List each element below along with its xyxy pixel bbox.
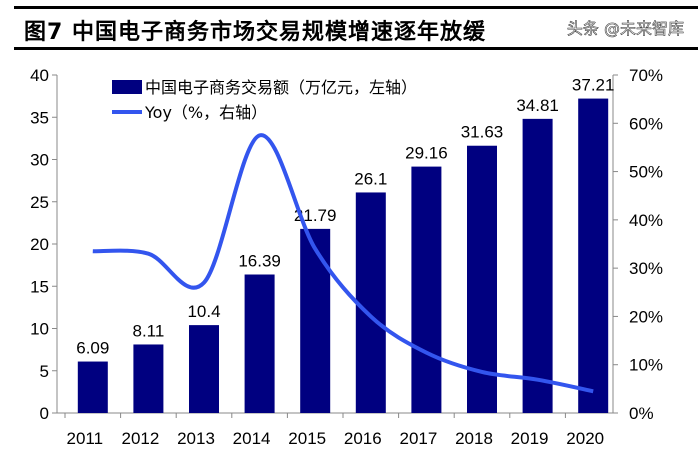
bar-2014: [244, 274, 275, 413]
right-tick-label: 20%: [629, 307, 663, 326]
bar-2013: [189, 325, 219, 413]
left-tick-label: 20: [30, 235, 49, 254]
bar-2012: [133, 344, 164, 413]
left-tick-label: 25: [30, 193, 49, 212]
chart-title: 图7 中国电子商务市场交易规模增速逐年放缓: [24, 20, 486, 45]
right-tick-label: 70%: [629, 66, 663, 85]
left-tick-label: 0: [40, 404, 49, 423]
x-tick-label: 2018: [455, 429, 493, 448]
chart-title-bar: 图7 中国电子商务市场交易规模增速逐年放缓: [14, 6, 698, 50]
bar-label-2020: 37.21: [572, 76, 615, 95]
left-tick-label: 40: [30, 66, 49, 85]
bar-label-2015: 21.79: [294, 206, 337, 225]
bar-label-2012: 8.11: [132, 321, 164, 340]
right-tick-label: 60%: [629, 114, 663, 133]
legend-bar-swatch: [112, 80, 142, 94]
x-tick-label: 2011: [67, 429, 104, 448]
x-tick-label: 2015: [288, 429, 326, 448]
bar-label-2018: 31.63: [461, 123, 504, 142]
left-tick-label: 30: [30, 151, 49, 170]
bar-2011: [77, 361, 108, 413]
legend-bar-label: 中国电子商务交易额（万亿元，左轴）: [145, 78, 417, 97]
watermark: 头条 @未来智库: [567, 19, 684, 38]
right-tick-label: 30%: [629, 259, 663, 278]
x-tick-label: 2014: [233, 429, 271, 448]
left-tick-label: 5: [40, 362, 49, 381]
bar-2017: [411, 166, 442, 413]
x-tick-label: 2020: [566, 429, 604, 448]
bar-2016: [355, 192, 386, 413]
x-tick-label: 2019: [511, 429, 549, 448]
legend-line-label: Yoy（%，右轴）: [144, 103, 267, 122]
right-tick-label: 50%: [629, 163, 663, 182]
right-tick-label: 0%: [629, 404, 654, 423]
right-tick-label: 10%: [629, 356, 663, 375]
bar-label-2011: 6.09: [76, 339, 109, 358]
right-tick-label: 40%: [629, 211, 663, 230]
x-tick-label: 2012: [121, 429, 159, 448]
bar-label-2019: 34.81: [516, 96, 559, 115]
bar-2020: [578, 98, 609, 413]
bar-label-2014: 16.39: [238, 252, 281, 271]
x-tick-label: 2016: [344, 429, 382, 448]
x-tick-label: 2017: [399, 429, 437, 448]
bar-label-2016: 26.1: [354, 169, 387, 188]
left-tick-label: 15: [30, 277, 49, 296]
bar-label-2017: 29.16: [405, 144, 448, 163]
yoy-line: [92, 133, 594, 394]
left-tick-label: 10: [30, 320, 49, 339]
bar-2019: [522, 118, 553, 413]
x-tick-label: 2013: [177, 429, 215, 448]
bar-2015: [300, 228, 331, 413]
bar-label-2013: 10.4: [187, 302, 220, 321]
left-tick-label: 35: [30, 108, 49, 127]
